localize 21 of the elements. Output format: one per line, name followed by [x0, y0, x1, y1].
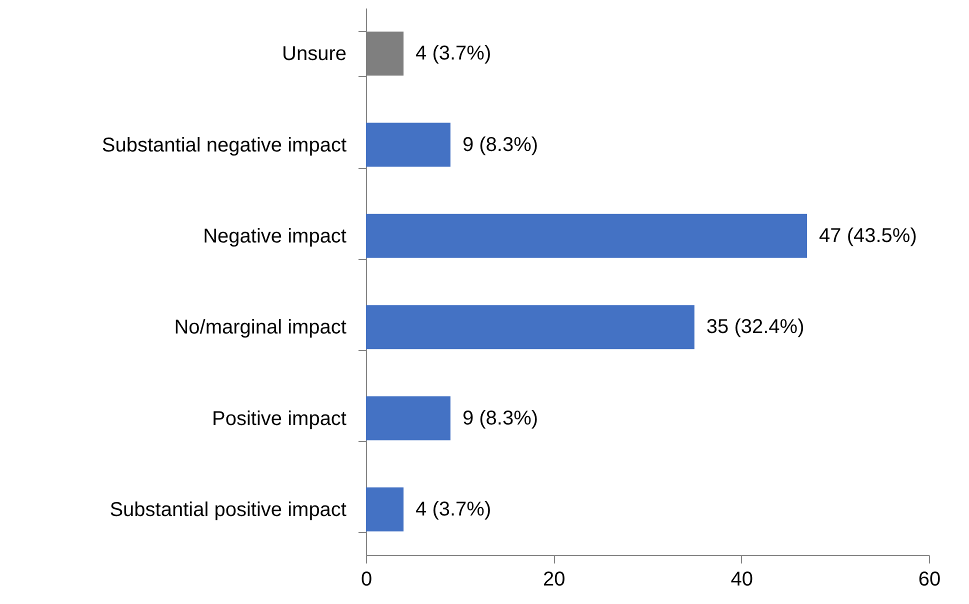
data-label: 9 (8.3%) — [462, 134, 538, 156]
y-tick-label: Positive impact — [212, 408, 347, 430]
data-label: 4 (3.7%) — [416, 42, 492, 65]
bar — [366, 396, 450, 440]
data-label: 35 (32.4%) — [706, 316, 804, 338]
y-tick-label: Substantial positive impact — [110, 498, 347, 521]
x-tick-label: 40 — [730, 568, 753, 590]
data-label: 47 (43.5%) — [819, 224, 917, 247]
x-tick-label: 0 — [360, 568, 372, 590]
bar — [366, 122, 450, 167]
x-tick-label: 20 — [543, 568, 566, 590]
y-tick-label: Substantial negative impact — [102, 134, 347, 156]
data-label: 4 (3.7%) — [416, 498, 492, 520]
y-tick-label: Unsure — [282, 43, 346, 66]
x-tick-label: 60 — [918, 568, 941, 590]
bar — [366, 214, 808, 258]
y-tick-label: Negative impact — [203, 225, 347, 248]
bar — [366, 487, 404, 532]
y-tick-label: No/marginal impact — [174, 316, 347, 339]
bar — [366, 305, 694, 350]
data-label: 9 (8.3%) — [462, 407, 538, 430]
